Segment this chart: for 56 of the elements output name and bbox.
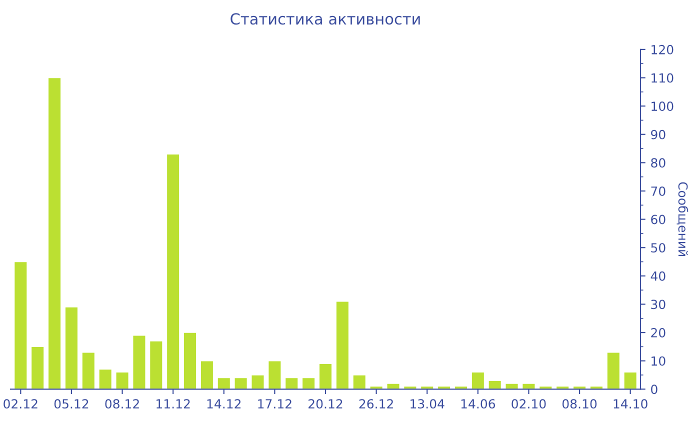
y-tick-label: 30: [651, 300, 666, 310]
bar: [624, 372, 638, 390]
bar: [284, 377, 298, 390]
bar: [183, 332, 197, 390]
x-tick-label: 26.12: [359, 399, 393, 409]
bar: [116, 372, 129, 390]
bar: [48, 77, 62, 390]
bar: [149, 340, 163, 390]
y-tick-label: 80: [651, 158, 666, 168]
y-tick-label: 0: [651, 384, 658, 394]
bar: [217, 377, 231, 390]
y-tick-label: 60: [651, 214, 666, 224]
y-tick-label: 70: [651, 186, 666, 196]
x-tick-label: 08.12: [105, 399, 139, 409]
bar: [336, 301, 350, 390]
chart-title: Статистика активности: [230, 13, 420, 25]
bar: [251, 374, 264, 390]
x-tick-label: 14.10: [614, 399, 648, 409]
y-tick-label: 120: [652, 44, 674, 54]
bar: [200, 360, 214, 390]
bar: [132, 335, 146, 390]
y-tick-label: 90: [651, 130, 666, 140]
bar: [386, 383, 400, 390]
x-tick-label: 13.04: [410, 399, 444, 409]
x-tick-label: 14.06: [461, 399, 496, 409]
x-tick-label: 11.12: [156, 399, 190, 408]
bar: [166, 154, 180, 390]
bar: [471, 372, 485, 390]
y-axis-title: Сообщений: [676, 182, 688, 256]
x-tick-label: 02.10: [512, 399, 546, 409]
y-tick-label: 40: [650, 271, 666, 281]
y-tick-label: 10: [652, 356, 666, 366]
bar: [505, 383, 518, 390]
bar: [352, 374, 366, 390]
bar: [318, 363, 332, 390]
bar: [302, 377, 316, 390]
x-tick-label: 02.12: [4, 399, 38, 409]
x-tick-label: 17.12: [258, 399, 292, 408]
bar: [14, 261, 28, 390]
bar: [606, 352, 620, 390]
bar: [522, 383, 536, 390]
bar: [98, 368, 112, 390]
bar: [82, 352, 96, 390]
x-tick-label: 05.12: [54, 399, 88, 409]
y-tick-label: 50: [651, 243, 666, 253]
x-tick-label: 08.10: [562, 399, 597, 409]
x-tick-label: 14.12: [207, 399, 241, 408]
y-tick-label: 110: [652, 73, 674, 83]
y-tick-label: 100: [652, 102, 674, 111]
bar: [234, 377, 248, 390]
y-tick-label: 20: [651, 328, 666, 338]
bar: [268, 360, 282, 390]
x-tick-label: 20.12: [308, 399, 342, 409]
bar: [488, 380, 502, 390]
bar: [64, 306, 78, 390]
bar: [30, 346, 44, 390]
